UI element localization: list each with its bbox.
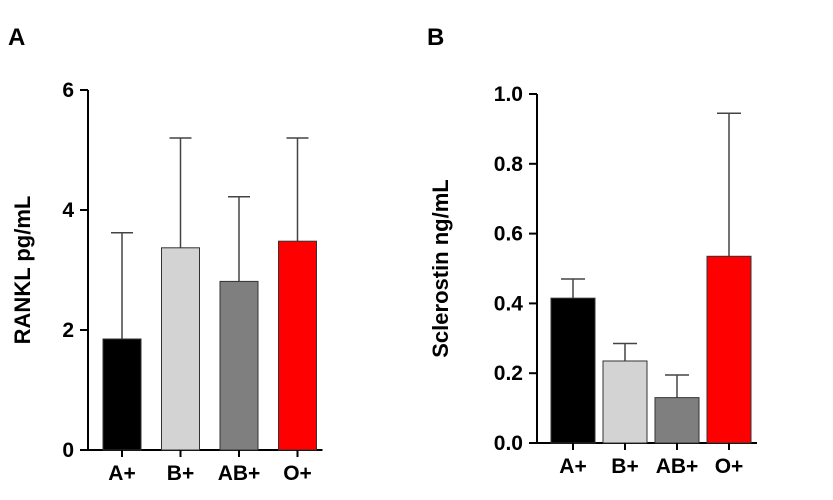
x-tick-label: AB+ [218,462,261,485]
bar-ab-pos [219,280,259,451]
bar-a-pos [550,297,596,444]
panel-a: A 0 2 4 6 A+ B+ AB+ O+ RANKL pg/mL [8,24,323,485]
x-tick-label: O+ [715,455,744,478]
y-tick-label: 0 [62,439,74,462]
x-tick-label: A+ [108,462,135,485]
x-tick-label: B+ [167,462,194,485]
y-tick-label: 0.6 [494,223,523,246]
x-tick-label: A+ [559,455,586,478]
y-tick-label: 1.0 [494,83,523,106]
bar-b-pos [602,360,648,444]
bar-a-pos [102,338,142,451]
x-tick-label: O+ [283,462,312,485]
panel-b: B 0.0 0.2 0.4 0.6 0.8 1.0 A+ B+ AB+ O+ Sclerostin … [427,24,757,478]
panel-b-letter: B [427,24,444,51]
x-tick-label: B+ [611,455,638,478]
bar-o-pos [278,240,317,451]
y-tick-label: 4 [62,199,74,222]
y-tick-label: 6 [62,79,74,102]
y-axis-title: Sclerostin ng/mL [428,179,453,357]
y-tick-label: 0.0 [494,432,523,455]
bar-b-pos [161,247,200,451]
y-tick-label: 0.2 [494,362,523,385]
bar-o-pos [706,255,752,444]
y-axis-title: RANKL pg/mL [10,196,35,345]
y-tick-label: 0.4 [494,292,524,315]
x-tick-label: AB+ [656,455,699,478]
y-tick-label: 0.8 [494,153,524,176]
bar-ab-pos [654,397,700,444]
y-tick-label: 2 [62,319,74,342]
panel-a-letter: A [8,24,25,51]
